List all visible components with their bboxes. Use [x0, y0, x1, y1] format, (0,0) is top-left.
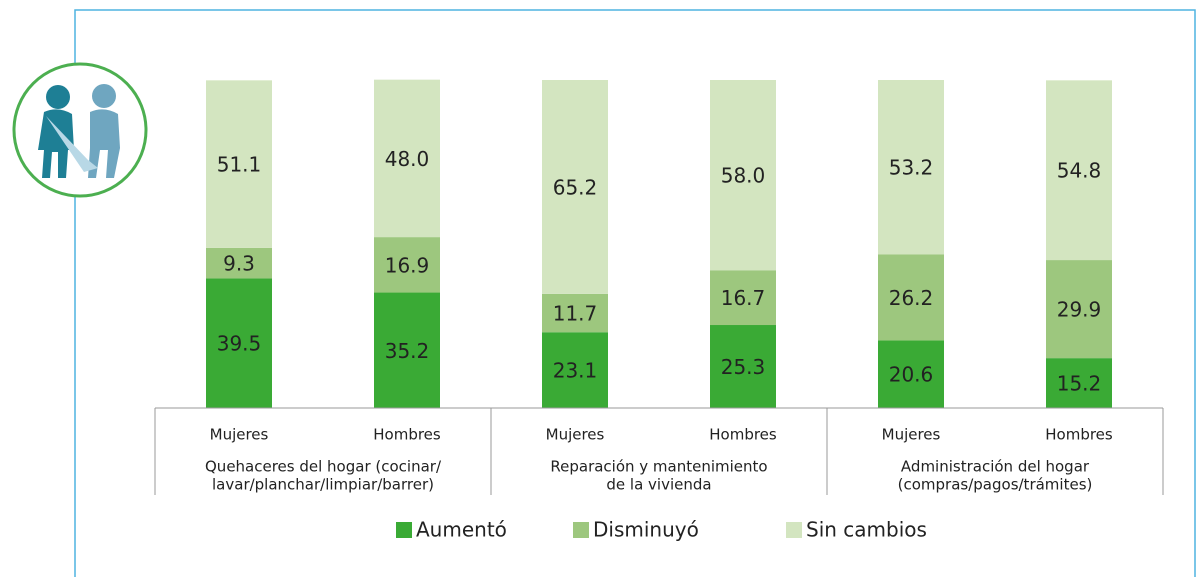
bar-segment: [374, 292, 440, 408]
bar-segment: [206, 278, 272, 408]
bar-segment: [542, 293, 608, 333]
bar-segment: [710, 80, 776, 271]
data-label: 39.5: [217, 332, 262, 356]
bar-segment: [1046, 80, 1112, 261]
frame-border: [74, 9, 1196, 577]
x-tick-label: Mujeres: [546, 426, 605, 444]
data-label: 25.3: [721, 355, 766, 379]
data-label: 16.7: [721, 286, 766, 310]
legend-swatch: [573, 522, 589, 538]
bar-segment: [878, 340, 944, 408]
group-label: lavar/planchar/limpiar/barrer): [212, 476, 434, 494]
data-label: 65.2: [553, 175, 598, 199]
icon-head: [46, 85, 70, 109]
legend-label: Sin cambios: [806, 518, 927, 542]
bar-segment: [206, 80, 272, 248]
data-label: 16.9: [385, 253, 430, 277]
data-label: 35.2: [385, 339, 430, 363]
icon-circle: [12, 62, 148, 198]
x-tick-label: Mujeres: [210, 426, 269, 444]
data-label: 51.1: [217, 153, 262, 177]
data-label: 54.8: [1057, 159, 1102, 183]
data-label: 11.7: [553, 302, 598, 326]
group-label: de la vivienda: [606, 476, 711, 494]
data-label: 23.1: [553, 359, 598, 383]
data-label: 58.0: [721, 164, 766, 188]
data-label: 15.2: [1057, 372, 1102, 396]
legend-swatch: [396, 522, 412, 538]
group-label: Administración del hogar: [901, 458, 1090, 476]
data-label: 48.0: [385, 147, 430, 171]
icon-head: [92, 84, 116, 108]
data-label: 20.6: [889, 363, 934, 387]
bar-segment: [374, 237, 440, 293]
bar-segment: [542, 80, 608, 294]
group-label: Reparación y mantenimiento: [550, 458, 767, 476]
x-tick-label: Hombres: [709, 426, 777, 444]
bar-segment: [878, 80, 944, 255]
bar-segment: [542, 332, 608, 408]
bar-segment: [710, 325, 776, 408]
bar-segment: [878, 254, 944, 341]
group-label: (compras/pagos/trámites): [898, 476, 1093, 494]
bar-segment: [374, 79, 440, 238]
bar-segment: [710, 270, 776, 326]
data-label: 29.9: [1057, 298, 1102, 322]
x-tick-label: Mujeres: [882, 426, 941, 444]
legend-label: Disminuyó: [593, 518, 699, 542]
legend-label: Aumentó: [416, 518, 507, 542]
icon: [12, 62, 148, 198]
data-label: 9.3: [223, 252, 255, 276]
x-tick-label: Hombres: [1045, 426, 1113, 444]
data-label: 53.2: [889, 156, 934, 180]
legend-swatch: [786, 522, 802, 538]
icon-man: [88, 109, 120, 178]
x-tick-label: Hombres: [373, 426, 441, 444]
icon-woman: [38, 109, 74, 178]
group-label: Quehaceres del hogar (cocinar/: [205, 458, 442, 476]
data-label: 26.2: [889, 286, 934, 310]
frame: [74, 9, 1196, 577]
bar-segment: [206, 247, 272, 279]
icon-broom: [46, 116, 98, 172]
bar-segment: [1046, 260, 1112, 359]
bar-segment: [1046, 358, 1112, 408]
